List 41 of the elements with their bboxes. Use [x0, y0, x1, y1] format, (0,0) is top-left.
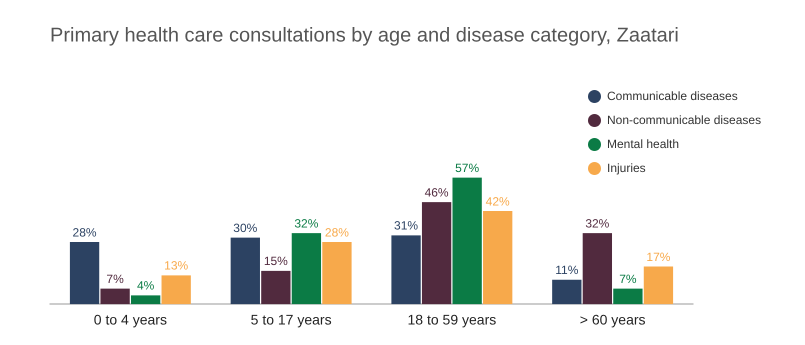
data-label: 7% [106, 272, 124, 286]
bar [552, 280, 582, 304]
bar [422, 202, 452, 304]
legend-label: Mental health [607, 137, 680, 151]
bar [582, 233, 612, 304]
bar [261, 270, 291, 304]
data-label: 15% [264, 254, 288, 268]
bar [483, 210, 512, 304]
data-label: 42% [486, 194, 510, 208]
bar [230, 238, 260, 304]
x-tick-label: > 60 years [580, 311, 646, 328]
bar [391, 235, 421, 304]
x-tick-label: 0 to 4 years [94, 311, 167, 328]
legend-label: Injuries [607, 161, 646, 175]
bar [100, 288, 130, 304]
legend-label: Communicable diseases [607, 89, 738, 103]
legend-label: Non-communicable diseases [607, 113, 762, 127]
bar [452, 178, 482, 304]
bar [70, 242, 100, 304]
bar [322, 242, 352, 304]
data-label: 30% [233, 220, 258, 235]
data-label: 7% [619, 272, 637, 286]
chart-title: Primary health care consultations by age and disease category, Zaatari [50, 24, 679, 47]
data-label: 17% [646, 250, 671, 264]
data-label: 28% [72, 225, 97, 240]
data-label: 32% [294, 216, 319, 230]
data-label: 11% [555, 263, 579, 278]
x-tick-label: 5 to 17 years [250, 311, 332, 328]
data-label: 31% [394, 218, 418, 233]
bar [613, 288, 643, 304]
data-label: 46% [424, 185, 449, 200]
data-label: 4% [136, 278, 155, 293]
data-label: 57% [455, 160, 480, 175]
x-tick-label: 18 to 59 years [408, 311, 496, 328]
bar [162, 275, 191, 304]
bar [644, 266, 674, 304]
data-label: 32% [585, 216, 610, 230]
data-label: 13% [164, 258, 189, 273]
data-label: 28% [324, 225, 350, 240]
bar [292, 233, 322, 304]
bar [130, 295, 160, 304]
